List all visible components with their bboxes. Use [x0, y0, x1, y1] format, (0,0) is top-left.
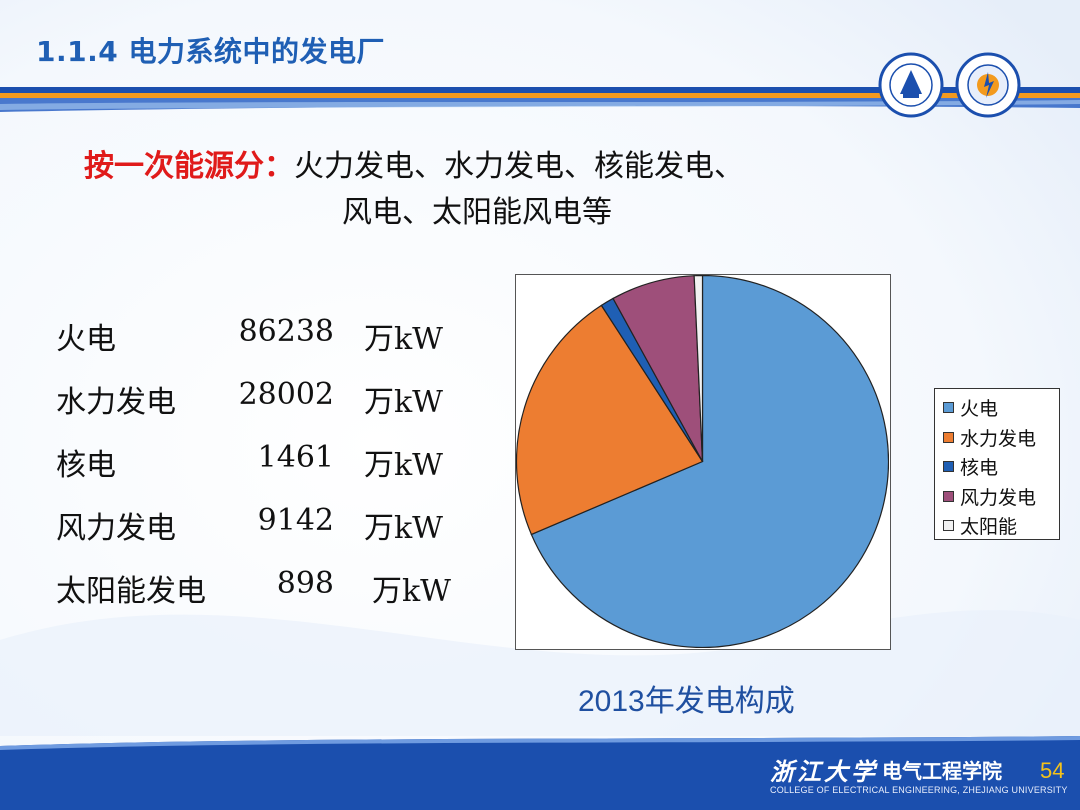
chart-legend: 火电 水力发电 核电 风力发电 太阳能 [934, 388, 1060, 540]
legend-label: 火电 [960, 398, 999, 421]
capacity-unit: 万kW [364, 322, 444, 357]
capacity-value: 86238 [238, 314, 334, 349]
legend-item: 核电 [943, 452, 1059, 482]
capacity-value: 1461 [257, 440, 334, 475]
legend-swatch [943, 520, 954, 532]
capacity-name: 水力发电 [56, 385, 176, 420]
footer-school-name: 浙江大学 [770, 757, 878, 786]
legend-swatch [943, 402, 954, 414]
capacity-name: 火电 [56, 322, 116, 357]
capacity-table: 火电 86238 万kW 水力发电 28002 万kW 核电 1461 万kW … [56, 306, 476, 621]
classification-line1: 火力发电、水力发电、核能发电、 [294, 149, 744, 184]
capacity-name: 风力发电 [56, 511, 176, 546]
capacity-row: 风力发电 9142 万kW [56, 495, 476, 558]
pie-chart [515, 274, 890, 649]
capacity-value: 9142 [257, 503, 334, 538]
legend-swatch [943, 431, 954, 443]
footer-college-name: 电气工程学院 [882, 759, 1002, 783]
pie-slice-5 [693, 274, 704, 462]
legend-item: 水力发电 [943, 423, 1059, 453]
classification-lead: 按一次能源分： [84, 149, 294, 184]
classification-line2: 风电、太阳能风电等 [342, 195, 612, 230]
capacity-value: 898 [276, 566, 334, 601]
legend-label: 风力发电 [960, 486, 1037, 509]
legend-item: 风力发电 [943, 482, 1059, 512]
capacity-row: 核电 1461 万kW [56, 432, 476, 495]
capacity-row: 太阳能发电 898 万kW [56, 558, 476, 621]
capacity-name: 核电 [56, 448, 116, 483]
legend-label: 水力发电 [960, 427, 1037, 450]
legend-swatch [943, 490, 954, 502]
slide-title: 1.1.4 电力系统中的发电厂 [36, 35, 385, 68]
pie-chart-frame [515, 274, 891, 650]
classification-text: 按一次能源分：火力发电、水力发电、核能发电、 风电、太阳能风电等 [84, 144, 744, 236]
legend-label: 核电 [960, 457, 999, 480]
pie-slice-2 [515, 304, 704, 536]
capacity-unit: 万kW [372, 574, 452, 609]
legend-label: 太阳能 [960, 516, 1018, 539]
footer-college-english: COLLEGE OF ELECTRICAL ENGINEERING, ZHEJI… [770, 785, 1068, 795]
legend-item: 火电 [943, 393, 1059, 423]
legend-item: 太阳能 [943, 511, 1059, 541]
capacity-unit: 万kW [364, 385, 444, 420]
capacity-row: 火电 86238 万kW [56, 306, 476, 369]
college-emblem-icon [955, 52, 1021, 118]
footer-band [0, 736, 1080, 810]
header-stripes [0, 87, 1080, 112]
zhejiang-university-seal-icon [878, 52, 944, 118]
chart-title: 2013年发电构成 [578, 685, 795, 718]
capacity-unit: 万kW [364, 448, 444, 483]
capacity-value: 28002 [238, 377, 334, 412]
pie-slice-1 [530, 274, 890, 649]
capacity-row: 水力发电 28002 万kW [56, 369, 476, 432]
legend-swatch [943, 461, 954, 473]
page-number: 54 [1040, 758, 1065, 783]
capacity-name: 太阳能发电 [56, 574, 206, 609]
capacity-unit: 万kW [364, 511, 444, 546]
